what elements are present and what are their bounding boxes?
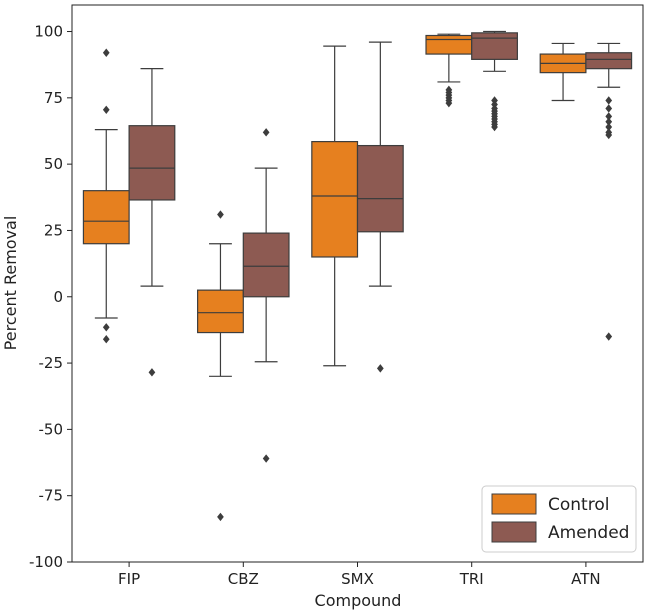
x-tick-label: FIP [118,570,140,588]
x-tick-label: SMX [341,570,374,588]
outlier-point [605,104,613,113]
box-body [128,125,176,201]
outlier-point [148,368,156,377]
box-control-tri [425,33,473,108]
box-amended-smx [356,41,404,373]
box-control-cbz [197,210,244,522]
outlier-point [605,112,613,121]
x-tick-label: ATN [571,570,600,588]
outlier-point [605,130,613,140]
box-body [311,140,359,258]
outlier-point [605,117,613,126]
outlier-point [445,98,453,108]
outlier-point [262,454,270,463]
outlier-point [102,105,110,114]
outlier-point [217,512,224,522]
box-amended-cbz [242,128,290,463]
box-body [82,190,130,245]
outlier-point [102,323,110,332]
legend: Control Amended [481,485,637,553]
y-tick-label: -50 [39,420,64,438]
box-control-atn [539,42,587,102]
legend-swatch-amended [491,521,537,543]
box-body [585,52,633,70]
box-body [425,34,473,55]
box-body [471,32,518,60]
x-axis-title: Compound [315,591,402,610]
box-body [356,144,404,233]
legend-label-amended: Amended [548,523,629,543]
outlier-point [376,364,384,373]
x-tick-label: CBZ [228,570,259,588]
outlier-point [217,210,224,219]
outlier-point [102,335,110,344]
box-body [197,289,244,334]
y-tick-label: 0 [53,288,63,306]
box-control-fip [82,48,130,344]
y-tick-label: 25 [44,221,63,239]
box-body [242,232,290,298]
box-control-smx [311,45,359,367]
y-axis-title: Percent Removal [1,216,20,351]
outlier-point [102,48,110,57]
outlier-point [605,122,613,132]
y-tick-label: 100 [34,23,63,41]
outlier-point [605,332,613,341]
outlier-point [262,128,270,137]
y-tick-label: -100 [29,553,63,571]
y-tick-label: 75 [44,89,63,107]
x-tick-label: TRI [459,570,484,588]
y-tick-label: -75 [39,487,64,505]
outlier-point [605,96,613,105]
box-amended-atn [585,42,633,341]
y-tick-label: -25 [39,354,64,372]
legend-swatch-control [491,493,537,515]
outlier-point [491,122,498,132]
legend-label-control: Control [548,495,609,515]
y-tick-label: 50 [44,155,63,173]
box-amended-tri [471,30,518,132]
plot-background [72,5,643,562]
box-amended-fip [128,68,176,377]
